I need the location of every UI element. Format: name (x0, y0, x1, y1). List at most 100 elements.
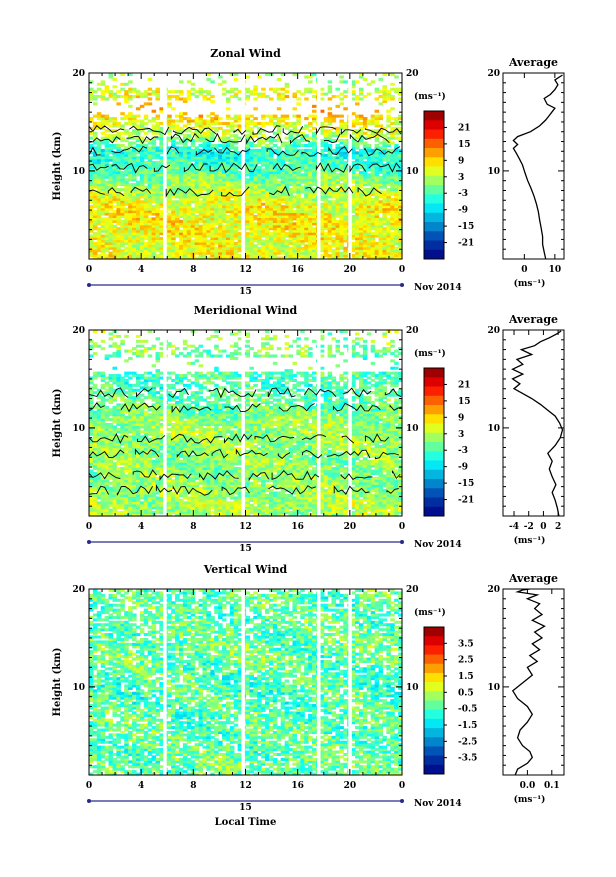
colorbar-tick-label: -9 (458, 206, 468, 216)
average-title: Average (508, 572, 558, 585)
x-tick-label: 12 (239, 781, 252, 791)
heatmap (89, 73, 403, 260)
average-y-tick-label: 10 (487, 683, 500, 693)
colorbar-tick-label: 3 (458, 173, 464, 183)
colorbar-tick-label: -15 (458, 222, 474, 232)
colorbar-tick-label: -3 (458, 189, 468, 199)
y-axis-label: Height (km) (52, 389, 63, 458)
x-tick-label: 8 (190, 781, 196, 791)
data-gap (163, 330, 167, 516)
average-y-tick-label: 20 (487, 326, 500, 336)
y-tick-label: 10 (72, 424, 85, 434)
panel-title: Vertical Wind (203, 563, 288, 576)
date-day-label: 15 (239, 287, 252, 297)
data-gap (241, 73, 245, 259)
panel-title: Zonal Wind (210, 47, 281, 60)
x-tick-label: 16 (291, 522, 304, 532)
average-x-tick-label: 0 (540, 522, 546, 532)
y-tick-label-right: 20 (406, 326, 419, 336)
colorbar-tick-label: 15 (458, 397, 471, 407)
heatmap (89, 330, 403, 517)
average-x-label: (ms⁻¹) (514, 278, 546, 289)
x-tick-label: 16 (291, 265, 304, 275)
average-x-tick-label: -2 (524, 522, 534, 532)
average-y-tick-label: 10 (487, 424, 500, 434)
average-x-tick-label: 2 (555, 522, 561, 532)
average-frame (503, 589, 564, 775)
x-tick-label: 0 (86, 522, 92, 532)
average-panel: Average 10 20 0.0 0.1 (ms⁻¹) (487, 572, 564, 805)
y-axis-label: Height (km) (52, 132, 63, 201)
colorbar-tick-label: -0.5 (458, 705, 477, 715)
colorbar-tick-label: -1.5 (458, 721, 477, 731)
colorbar-unit: (ms⁻¹) (414, 91, 446, 102)
colorbar-tick-label: 0.5 (458, 688, 474, 698)
x-tick-label: 0 (86, 265, 92, 275)
y-tick-label-right: 20 (406, 69, 419, 79)
x-tick-label: 0 (399, 522, 405, 532)
average-x-label: (ms⁻¹) (514, 794, 546, 805)
y-axis-label: Height (km) (52, 648, 63, 717)
date-label: Nov 2014 (414, 799, 462, 809)
x-tick-label: 12 (239, 522, 252, 532)
y-tick-label: 20 (72, 326, 85, 336)
colorbar-tick-label: -3.5 (458, 754, 477, 764)
y-tick-label-right: 20 (406, 585, 419, 595)
colorbar-tick-label: 3.5 (458, 639, 474, 649)
colorbar (424, 627, 447, 774)
colorbar-unit: (ms⁻¹) (414, 348, 446, 359)
x-tick-label: 0 (399, 781, 405, 791)
date-label: Nov 2014 (414, 283, 462, 293)
average-x-tick-label: 0.0 (520, 781, 536, 791)
average-profile-line (513, 331, 563, 516)
colorbar-tick-label: -3 (458, 446, 468, 456)
y-tick-label: 10 (72, 167, 85, 177)
average-title: Average (508, 56, 558, 69)
average-frame (503, 73, 564, 259)
data-gap (317, 589, 321, 775)
average-x-tick-label: 0 (521, 265, 527, 275)
colorbar-tick-label: 9 (458, 156, 464, 166)
colorbar-unit: (ms⁻¹) (414, 607, 446, 618)
x-tick-label: 8 (190, 522, 196, 532)
colorbar-tick-label: -21 (458, 496, 474, 506)
data-gap (317, 330, 321, 516)
x-tick-label: 20 (344, 781, 357, 791)
average-x-tick-label: 0.1 (544, 781, 560, 791)
colorbar-tick-label: 2.5 (458, 656, 474, 666)
x-tick-label: 16 (291, 781, 304, 791)
colorbar-tick-label: -15 (458, 479, 474, 489)
colorbar-tick-label: -21 (458, 239, 474, 249)
y-tick-label-right: 10 (406, 424, 419, 434)
colorbar-tick-label: -2.5 (458, 737, 477, 747)
data-gap (241, 589, 245, 775)
average-title: Average (508, 313, 558, 326)
colorbar-tick-label: -9 (458, 463, 468, 473)
x-tick-label: 20 (344, 522, 357, 532)
y-tick-label-right: 10 (406, 167, 419, 177)
average-y-tick-label: 20 (487, 585, 500, 595)
colorbar (424, 111, 447, 259)
date-label: Nov 2014 (414, 540, 462, 550)
average-x-label: (ms⁻¹) (514, 535, 546, 546)
colorbar-tick-label: 9 (458, 413, 464, 423)
x-tick-label: 8 (190, 265, 196, 275)
panel-title: Meridional Wind (194, 304, 298, 317)
average-y-tick-label: 20 (487, 69, 500, 79)
x-tick-label: 4 (138, 265, 144, 275)
data-gap (163, 589, 167, 775)
average-profile-line (513, 589, 545, 775)
average-x-tick-label: -4 (509, 522, 519, 532)
average-y-tick-label: 10 (487, 167, 500, 177)
colorbar-tick-label: 21 (458, 123, 471, 133)
date-day-label: 15 (239, 803, 252, 813)
x-tick-label: 0 (86, 781, 92, 791)
colorbar-tick-label: 21 (458, 380, 471, 390)
colorbar (424, 368, 447, 516)
x-tick-label: 4 (138, 781, 144, 791)
